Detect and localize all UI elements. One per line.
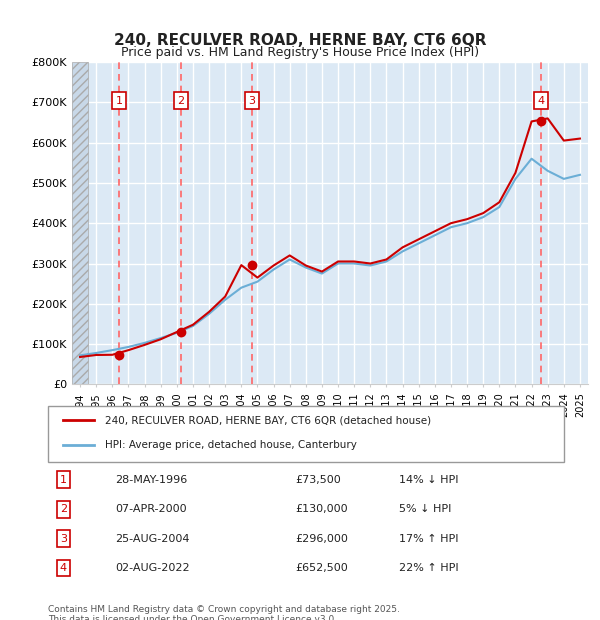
Text: £73,500: £73,500 (296, 475, 341, 485)
Text: 5% ↓ HPI: 5% ↓ HPI (399, 504, 451, 514)
Text: 1: 1 (60, 475, 67, 485)
Text: £130,000: £130,000 (296, 504, 349, 514)
Text: 240, RECULVER ROAD, HERNE BAY, CT6 6QR: 240, RECULVER ROAD, HERNE BAY, CT6 6QR (114, 33, 486, 48)
Text: £296,000: £296,000 (296, 534, 349, 544)
Text: £652,500: £652,500 (296, 563, 349, 573)
FancyBboxPatch shape (48, 406, 564, 462)
Text: Contains HM Land Registry data © Crown copyright and database right 2025.
This d: Contains HM Land Registry data © Crown c… (48, 604, 400, 620)
Text: 4: 4 (538, 95, 545, 105)
Text: 17% ↑ HPI: 17% ↑ HPI (399, 534, 458, 544)
Text: 2: 2 (60, 504, 67, 514)
Text: 28-MAY-1996: 28-MAY-1996 (115, 475, 187, 485)
Text: 1: 1 (115, 95, 122, 105)
Text: 25-AUG-2004: 25-AUG-2004 (115, 534, 190, 544)
Text: 3: 3 (60, 534, 67, 544)
Text: 2: 2 (178, 95, 185, 105)
Text: 240, RECULVER ROAD, HERNE BAY, CT6 6QR (detached house): 240, RECULVER ROAD, HERNE BAY, CT6 6QR (… (105, 415, 431, 425)
Text: 07-APR-2000: 07-APR-2000 (115, 504, 187, 514)
Text: 14% ↓ HPI: 14% ↓ HPI (399, 475, 458, 485)
Text: 22% ↑ HPI: 22% ↑ HPI (399, 563, 458, 573)
Text: HPI: Average price, detached house, Canterbury: HPI: Average price, detached house, Cant… (105, 440, 356, 450)
Text: 02-AUG-2022: 02-AUG-2022 (115, 563, 190, 573)
Text: 3: 3 (248, 95, 255, 105)
Text: 4: 4 (60, 563, 67, 573)
Text: Price paid vs. HM Land Registry's House Price Index (HPI): Price paid vs. HM Land Registry's House … (121, 46, 479, 59)
